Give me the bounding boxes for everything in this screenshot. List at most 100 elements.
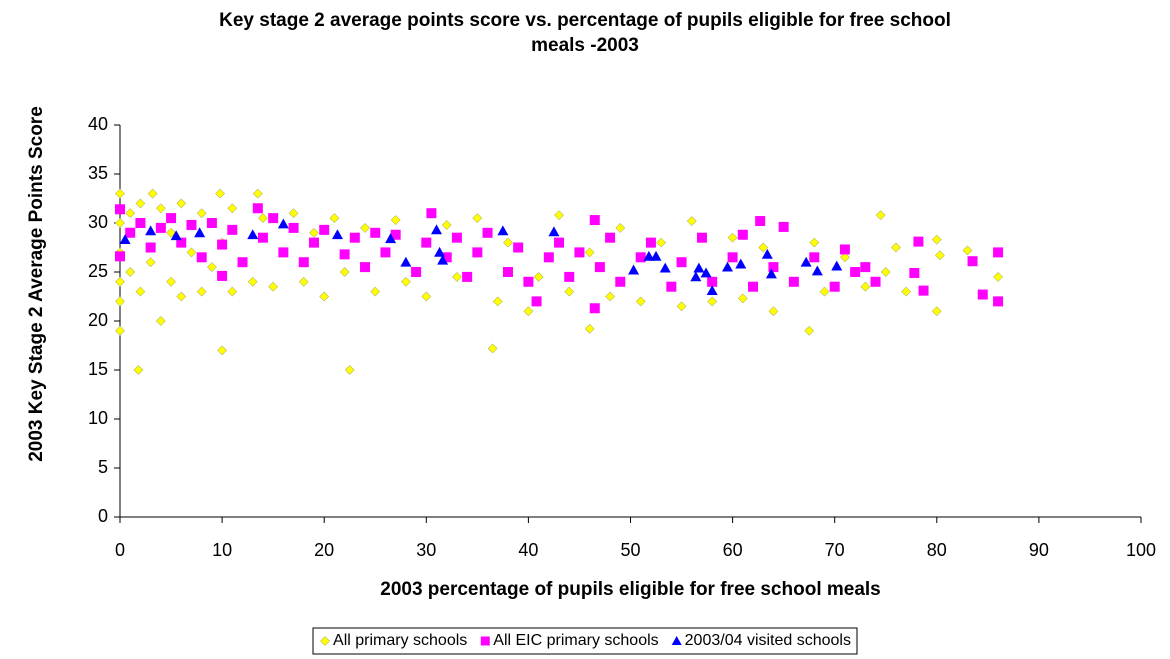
data-point (778, 221, 789, 232)
data-point (400, 256, 412, 267)
data-point (319, 224, 330, 235)
data-point (615, 276, 626, 287)
legend-marker (480, 636, 490, 646)
data-point (237, 257, 248, 268)
data-point (390, 229, 401, 240)
data-point (472, 247, 483, 258)
x-tick-label: 40 (518, 540, 538, 560)
data-point (421, 291, 432, 302)
data-point (574, 247, 585, 258)
data-point (696, 232, 707, 243)
data-point (554, 237, 565, 248)
data-point (635, 296, 646, 307)
data-point (503, 237, 513, 248)
data-point (247, 276, 258, 287)
y-tick-label: 35 (88, 163, 108, 183)
data-point (125, 227, 136, 238)
data-point (666, 281, 677, 292)
data-point (186, 219, 197, 230)
data-point (227, 224, 238, 235)
data-point (880, 267, 891, 277)
data-point (727, 232, 738, 243)
data-point (993, 247, 1004, 258)
data-point (967, 256, 978, 267)
data-point (693, 262, 705, 273)
data-point (196, 286, 207, 297)
data-point (931, 306, 942, 317)
data-point (268, 213, 279, 224)
data-point (380, 247, 391, 258)
data-point (584, 247, 595, 258)
data-point (615, 222, 626, 233)
data-point (145, 225, 157, 236)
data-point (628, 264, 640, 275)
data-point (309, 227, 319, 238)
data-point (819, 286, 830, 297)
data-point (125, 267, 136, 277)
data-point (370, 286, 381, 297)
data-point (155, 203, 166, 214)
data-point (155, 222, 166, 233)
data-point (166, 276, 176, 287)
data-point (206, 262, 217, 273)
data-point (962, 245, 973, 256)
data-point (166, 213, 177, 224)
data-point (176, 291, 187, 302)
x-tick-label: 30 (416, 540, 436, 560)
data-point (437, 254, 449, 265)
data-point (909, 267, 920, 278)
data-point (901, 286, 912, 297)
data-point (533, 271, 544, 282)
data-point (860, 262, 871, 273)
data-point (635, 252, 646, 263)
data-point (765, 268, 777, 279)
data-point (258, 213, 268, 224)
data-point (513, 242, 524, 253)
data-point (135, 286, 146, 297)
data-point (761, 248, 773, 259)
data-point (564, 286, 575, 297)
data-point (451, 232, 462, 243)
data-point (431, 224, 443, 235)
data-point (186, 247, 197, 258)
data-point (913, 236, 924, 247)
data-point (344, 365, 355, 375)
data-point (706, 285, 718, 296)
data-point (227, 286, 238, 297)
data-point (850, 267, 861, 277)
data-point (686, 216, 697, 226)
data-point (543, 252, 554, 263)
data-point (166, 227, 176, 238)
data-point (758, 242, 769, 253)
data-point (584, 323, 595, 334)
data-point (472, 213, 483, 224)
data-point (860, 281, 871, 292)
data-point (278, 247, 289, 258)
legend-label: All EIC primary schools (493, 632, 658, 649)
data-point (411, 267, 422, 277)
data-point (707, 296, 718, 307)
y-tick-label: 10 (88, 408, 108, 428)
data-point (502, 267, 513, 277)
data-point (370, 227, 381, 238)
data-point (748, 281, 759, 292)
data-point (831, 260, 843, 271)
data-point (176, 198, 187, 209)
data-point (147, 188, 158, 199)
data-point (487, 343, 498, 354)
data-point (421, 237, 432, 248)
data-point (676, 257, 687, 268)
data-point (277, 218, 289, 229)
data-point (349, 232, 360, 243)
data-point (115, 276, 125, 287)
data-point (482, 227, 493, 238)
data-point (934, 250, 945, 261)
data-point (589, 303, 600, 314)
data-point (400, 276, 411, 287)
data-point (329, 213, 340, 224)
data-point (115, 204, 125, 215)
data-point (809, 252, 820, 263)
data-point (605, 232, 616, 243)
